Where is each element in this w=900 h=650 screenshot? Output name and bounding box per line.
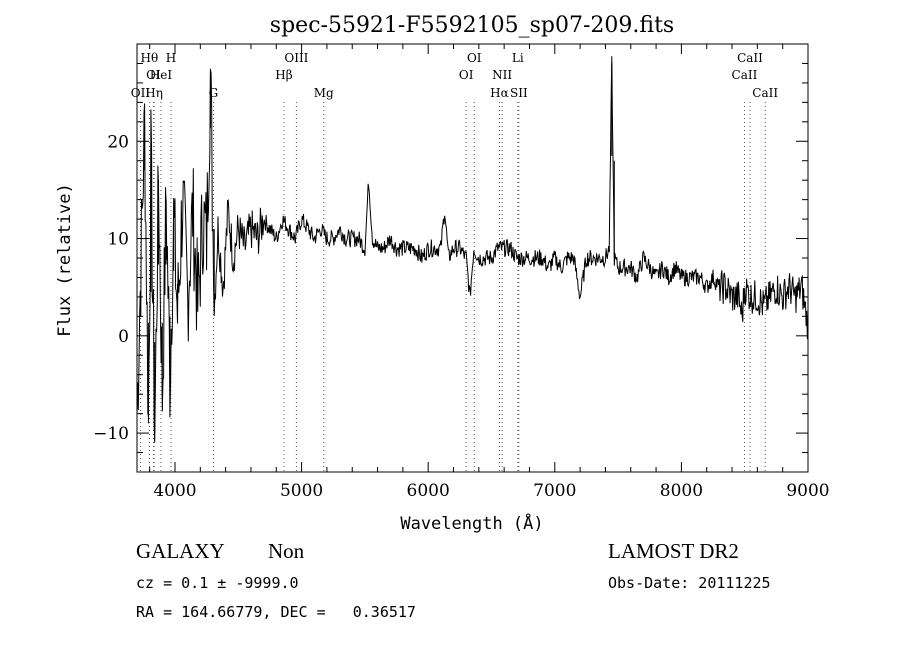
y-tick-label: 20 xyxy=(107,132,129,152)
line-marker-label: Hα xyxy=(490,86,509,100)
x-tick-label: 9000 xyxy=(786,481,829,501)
object-subclass: Non xyxy=(268,539,305,563)
line-marker-label: CaII xyxy=(732,68,758,82)
line-marker-label: HeI xyxy=(150,68,173,82)
line-marker-label: CaII xyxy=(752,86,778,100)
line-marker-label: Hβ xyxy=(275,68,292,82)
line-marker-label: H xyxy=(166,51,176,65)
x-tick-label: 7000 xyxy=(533,481,576,501)
object-type: GALAXY xyxy=(136,539,225,563)
redshift-cz: cz = 0.1 ± -9999.0 xyxy=(136,574,299,592)
line-marker-label: OIII xyxy=(284,51,308,65)
plot-axes xyxy=(136,43,809,473)
x-tick-label: 4000 xyxy=(153,481,196,501)
x-tick-label: 6000 xyxy=(407,481,450,501)
line-marker-label: OI xyxy=(146,68,161,82)
line-marker-label: CaII xyxy=(737,51,763,65)
observation-date: Obs-Date: 20111225 xyxy=(608,574,771,592)
y-axis-label: Flux (relative) xyxy=(55,183,75,337)
line-marker-label: SII xyxy=(510,86,528,100)
line-marker-label: G xyxy=(209,86,219,100)
survey-name: LAMOST DR2 xyxy=(608,539,739,563)
x-tick-label: 5000 xyxy=(280,481,323,501)
y-tick-label: 10 xyxy=(107,230,129,250)
line-marker-label: NII xyxy=(492,68,512,82)
line-marker-label: Hθ xyxy=(141,51,159,65)
flux-line xyxy=(136,56,809,443)
tick-labels: 4000 5000 6000 7000 8000 9000 −10 0 10 20 xyxy=(93,132,830,501)
line-marker-label: OII xyxy=(131,86,151,100)
flux-series xyxy=(136,56,809,443)
line-marker-label: Mg xyxy=(314,86,334,100)
line-marker-label: Hη xyxy=(145,86,163,100)
plot-frame xyxy=(136,43,809,473)
line-marker-label: OI xyxy=(467,51,482,65)
x-tick-label: 8000 xyxy=(660,481,703,501)
y-tick-label: 0 xyxy=(118,327,129,347)
y-tick-label: −10 xyxy=(93,424,129,444)
ra-dec-coordinates: RA = 164.66779, DEC = 0.36517 xyxy=(136,603,416,621)
line-marker-label: OI xyxy=(459,68,474,82)
line-marker-label: Li xyxy=(512,51,524,65)
chart-title: spec-55921-F5592105_sp07-209.fits xyxy=(270,13,674,38)
x-axis-label: Wavelength (Å) xyxy=(400,512,543,534)
